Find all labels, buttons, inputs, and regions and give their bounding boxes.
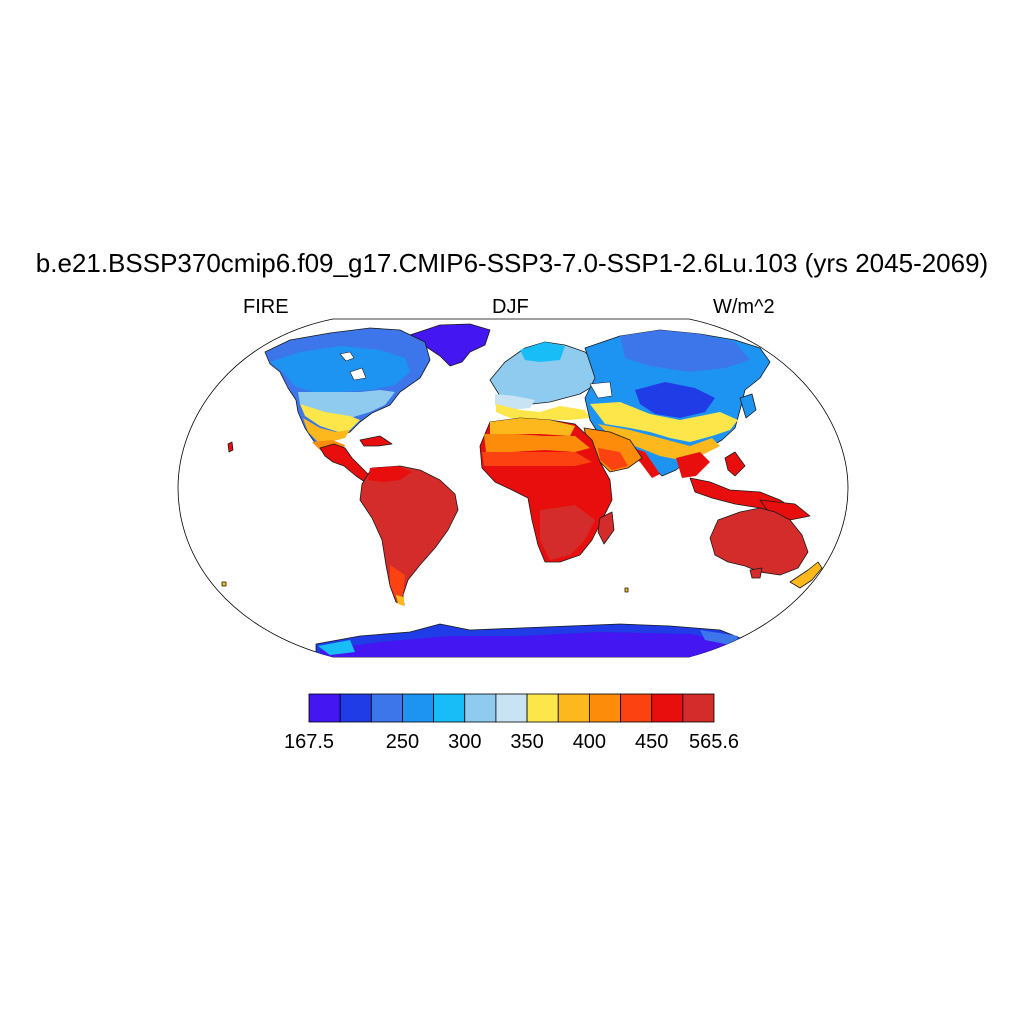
- colorbar-swatch: [651, 693, 684, 723]
- colorbar-swatch: [402, 693, 435, 723]
- colorbar-tick-label: 450: [635, 731, 669, 753]
- colorbar-swatch: [308, 693, 341, 723]
- colorbar-swatch: [526, 693, 559, 723]
- variable-label: FIRE: [243, 296, 289, 318]
- colorbar-swatch: [433, 693, 466, 723]
- colorbar-swatch: [495, 693, 528, 723]
- colorbar-tick-label: 300: [448, 731, 482, 753]
- colorbar-swatch: [682, 693, 715, 723]
- colorbar: [308, 693, 715, 723]
- colorbar-tick-label: 167.5: [283, 731, 335, 753]
- colorbar-swatch: [620, 693, 653, 723]
- land-fields: [221, 323, 823, 657]
- colorbar-tick-label: 400: [572, 731, 607, 753]
- colorbar-swatch: [339, 693, 372, 723]
- units-label: W/m^2: [713, 296, 775, 318]
- colorbar-swatch: [464, 693, 497, 723]
- colorbar-swatch: [370, 693, 403, 723]
- season-label: DJF: [492, 296, 529, 318]
- plot-title: b.e21.BSSP370cmip6.f09_g17.CMIP6-SSP3-7.…: [35, 248, 989, 278]
- colorbar-swatch: [557, 693, 590, 723]
- colorbar-tick-label: 350: [510, 731, 544, 753]
- south-america: [359, 465, 459, 606]
- new-zealand: [789, 561, 823, 589]
- australia: [709, 507, 809, 576]
- colorbar-tick-label: 565.6: [688, 731, 740, 753]
- colorbar-swatch: [588, 693, 621, 723]
- colorbar-tick-label: 250: [385, 731, 420, 753]
